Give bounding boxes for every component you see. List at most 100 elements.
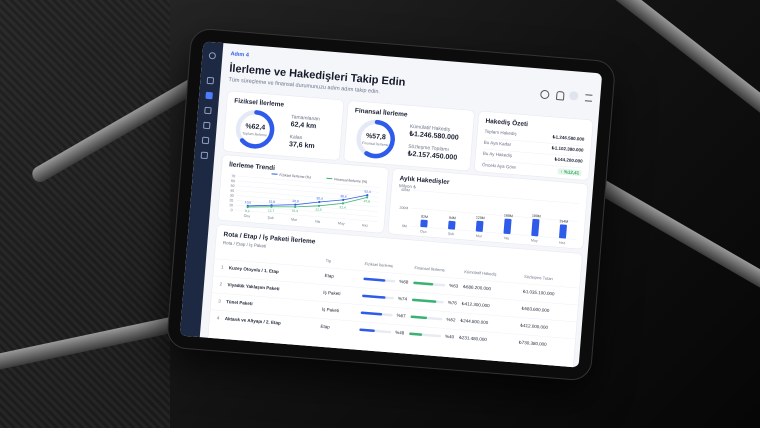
dashboard: Adım 4 İlerleme ve Hakedişleri Takip Edi…	[179, 41, 602, 368]
bar	[559, 224, 567, 239]
series-point	[366, 194, 369, 197]
column-header: Finansal İlerleme	[414, 265, 446, 273]
bar	[420, 219, 428, 228]
y-tick-label: 40	[230, 189, 234, 193]
grid-line	[236, 195, 379, 208]
legend-label: Fiziksel İlerleme (%)	[279, 172, 311, 180]
progress-label: %67	[396, 312, 406, 319]
x-tick-label: Şub	[267, 216, 274, 220]
row-name: Tünel Paketi	[225, 299, 253, 307]
row-type: İş Paketi	[323, 289, 341, 297]
x-tick-label: Oca	[420, 229, 427, 234]
series-point	[366, 196, 369, 199]
menu-icon[interactable]	[584, 94, 593, 102]
x-tick-label: May	[338, 221, 345, 226]
avatar[interactable]	[568, 90, 579, 101]
table: Tip Fiziksel İlerleme Finansal İlerleme Küm…	[208, 247, 581, 368]
data-label: 82M	[421, 215, 428, 220]
column-header: Sözleşme Tutarı	[523, 274, 554, 282]
bell-icon[interactable]	[555, 90, 565, 101]
nav-icon[interactable]	[200, 151, 209, 160]
nav-icon[interactable]	[206, 76, 215, 85]
legend-label: Finansal İlerleme (%)	[334, 176, 367, 184]
summary-label: Önceki Aya Göre	[481, 162, 517, 170]
change-badge: ↑ %12,41	[557, 168, 582, 177]
progress-track	[361, 294, 395, 300]
data-label: 30,4	[316, 196, 323, 201]
bar	[531, 218, 540, 237]
x-tick-label: Nis	[504, 236, 510, 240]
donut-value: %62,4	[245, 123, 265, 132]
table-card: Rota / Etap / İş Paketi İlerleme Rota / …	[207, 224, 583, 368]
row-number: 4	[216, 315, 220, 321]
cumulative: ₺231.480.000	[458, 334, 488, 343]
grid-line	[237, 180, 380, 193]
nav-icon[interactable]	[201, 136, 210, 145]
progress-fill	[361, 294, 386, 299]
data-label: 8,2	[245, 209, 250, 213]
progress-fill	[409, 332, 423, 336]
bar-chart: 0M 200M 400M 82M Oca 94M Şub 120M Mar 168M Nis 190M…	[399, 188, 580, 245]
donut-value: %57,8	[366, 133, 386, 142]
progress-label: %74	[397, 295, 408, 302]
grid-line	[238, 175, 380, 188]
summary-card: Hakediş Özeti Toplam Hakediş ₺1.246.580.0…	[473, 110, 594, 181]
series-point	[294, 203, 297, 206]
bar	[475, 220, 484, 232]
progress-track	[411, 298, 444, 304]
y-tick-label: 0	[230, 208, 232, 212]
donut-arc	[356, 119, 395, 159]
x-tick-label: Haz	[362, 223, 369, 228]
y-tick-label: 400M	[401, 188, 410, 193]
y-tick-label: 60	[231, 179, 235, 183]
progress-label: %48	[395, 329, 405, 336]
progress-fill	[410, 315, 428, 320]
data-label: 154M	[559, 219, 568, 224]
row-name: Viyadük Yaklaşım Paketi	[227, 282, 280, 292]
stat: Sözleşme Toplamı ₺2.157.450.000	[407, 144, 458, 162]
data-label: 120M	[476, 216, 485, 221]
progress-track	[360, 311, 393, 317]
progress-label: %52	[446, 316, 456, 323]
monthly-card: Aylık Hakedişler Milyon ₺ 0M 200M 400M 82M O…	[387, 168, 589, 250]
nav-icon[interactable]	[202, 121, 211, 130]
series-point	[294, 205, 297, 209]
series-point	[246, 205, 249, 209]
stat: Kümülatif Hakediş ₺1.246.580.000	[409, 124, 460, 142]
y-tick-label: 50	[230, 184, 234, 188]
column-header: Kümülatif Hakediş	[464, 269, 497, 277]
bar	[503, 218, 512, 235]
search-icon[interactable]	[539, 89, 550, 100]
series-point	[317, 204, 321, 207]
nav-icon[interactable]	[204, 106, 212, 115]
bar	[448, 220, 456, 230]
cumulative: ₺412.300.000	[461, 301, 490, 309]
row-number: 3	[218, 298, 221, 304]
progress-label: %63	[448, 282, 459, 289]
tablet: Adım 4 İlerleme ve Hakedişleri Takip Edi…	[165, 27, 617, 382]
cumulative: ₺686.200.000	[462, 284, 492, 292]
data-label: 38,6	[340, 194, 347, 199]
row-type: Etap	[320, 323, 330, 330]
contract: ₺583.600.000	[521, 305, 550, 314]
contract: ₺730.380.000	[518, 339, 547, 347]
nav-icon[interactable]	[205, 91, 213, 100]
series-point	[341, 202, 345, 205]
donut-label: Finansal İlerleme	[362, 140, 389, 147]
grid-line	[412, 189, 580, 204]
x-tick-label: Nis	[315, 219, 321, 223]
progress-fill	[363, 277, 386, 282]
column-header: Fiziksel İlerleme	[364, 261, 394, 269]
series-line	[247, 196, 368, 208]
progress-track	[413, 281, 446, 287]
grid-line	[411, 207, 578, 222]
progress-fill	[413, 281, 434, 286]
nav-icon[interactable]	[208, 51, 217, 60]
summary-value: ₺1.246.580.000	[552, 134, 585, 142]
summary-label: Bu Aya Kadar	[483, 139, 512, 147]
data-label: 94M	[449, 216, 456, 221]
progress-track	[410, 315, 443, 321]
